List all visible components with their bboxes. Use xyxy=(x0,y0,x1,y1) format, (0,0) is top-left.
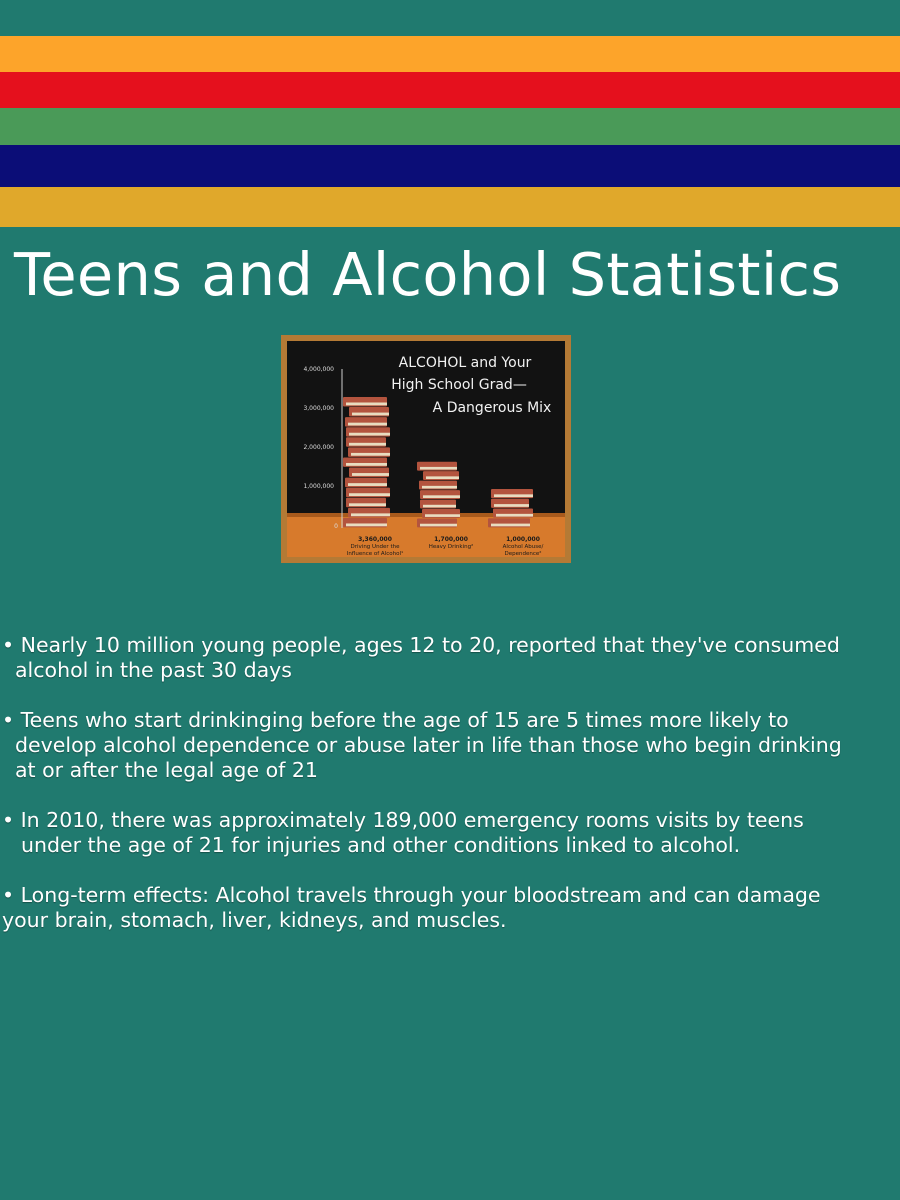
book-pages xyxy=(346,402,387,406)
poster-heading-line: ALCOHOL and Your xyxy=(399,355,532,371)
fact-item: • Nearly 10 million young people, ages 1… xyxy=(0,633,900,683)
fact-item: • Long-term effects: Alcohol travels thr… xyxy=(0,883,900,933)
fact-line: alcohol in the past 30 days xyxy=(15,658,292,682)
y-tick-label: 1,000,000 xyxy=(303,483,334,490)
y-tick-label: 2,000,000 xyxy=(303,444,334,451)
book-pages xyxy=(352,412,389,416)
book-pages xyxy=(423,495,460,498)
bar-category-label: Driving Under the xyxy=(351,544,401,550)
y-tick-label: 4,000,000 xyxy=(303,366,334,373)
book-pages xyxy=(494,504,529,507)
statistics-list: • Nearly 10 million young people, ages 1… xyxy=(0,633,900,958)
bar-value-label: 3,360,000 xyxy=(358,536,392,543)
poster-heading-line: A Dangerous Mix xyxy=(433,400,552,416)
color-stripe-banner xyxy=(0,36,900,227)
fact-line: your brain, stomach, liver, kidneys, and… xyxy=(2,908,507,932)
stripe-green xyxy=(0,108,900,145)
book-pages xyxy=(420,523,457,527)
book-pages xyxy=(425,514,460,517)
bar-category-label: Dependence² xyxy=(505,550,542,557)
bar-category-label: Heavy Drinking² xyxy=(429,543,474,550)
chalkboard-illustration: 4,000,000 3,000,000 2,000,000 1,000,000 … xyxy=(287,341,565,557)
stripe-red xyxy=(0,72,900,108)
book-pages xyxy=(420,466,457,470)
bar-value-label: 1,000,000 xyxy=(506,536,540,543)
fact-line: • Long-term effects: Alcohol travels thr… xyxy=(2,883,821,907)
fact-item: • Teens who start drinkinging before the… xyxy=(0,708,900,783)
fact-line: at or after the legal age of 21 xyxy=(15,758,318,782)
fact-line: develop alcohol dependence or abuse late… xyxy=(15,733,842,757)
book-pages xyxy=(422,485,457,489)
book-stacks xyxy=(343,396,533,528)
bar-category-label: Influence of Alcohol¹ xyxy=(347,550,403,557)
fact-line: • Teens who start drinkinging before the… xyxy=(2,708,789,732)
stripe-gold xyxy=(0,187,900,227)
book-pages xyxy=(423,504,456,508)
book-pages xyxy=(349,493,390,497)
book-pages xyxy=(348,483,387,486)
book-pages xyxy=(349,503,386,507)
book-pages xyxy=(494,494,533,498)
bar-value-label: 1,700,000 xyxy=(434,536,468,543)
bar-category-label: Alcohol Abuse/ xyxy=(503,544,544,550)
book-pages xyxy=(351,513,390,517)
chalkboard-chart-image: 4,000,000 3,000,000 2,000,000 1,000,000 … xyxy=(281,335,571,563)
fact-line: • In 2010, there was approximately 189,0… xyxy=(2,808,804,832)
book-pages xyxy=(496,513,533,517)
stripe-orange xyxy=(0,36,900,72)
book-pages xyxy=(352,473,389,476)
book-pages xyxy=(346,523,387,527)
book-pages xyxy=(348,422,387,426)
poster-heading-line: High School Grad— xyxy=(391,377,527,393)
book-pages xyxy=(349,432,390,436)
book-pages xyxy=(491,523,530,527)
y-tick-label: 3,000,000 xyxy=(303,405,334,412)
fact-item: • In 2010, there was approximately 189,0… xyxy=(0,808,900,858)
book-pages xyxy=(349,442,386,446)
book-pages xyxy=(426,476,459,480)
book-pages xyxy=(346,462,387,466)
stripe-navy xyxy=(0,145,900,187)
book-pages xyxy=(351,452,390,456)
page-title: Teens and Alcohol Statistics xyxy=(14,240,842,309)
fact-line: • Nearly 10 million young people, ages 1… xyxy=(2,633,840,657)
fact-line: under the age of 21 for injuries and oth… xyxy=(21,833,741,857)
y-tick-label: 0 xyxy=(334,523,338,530)
